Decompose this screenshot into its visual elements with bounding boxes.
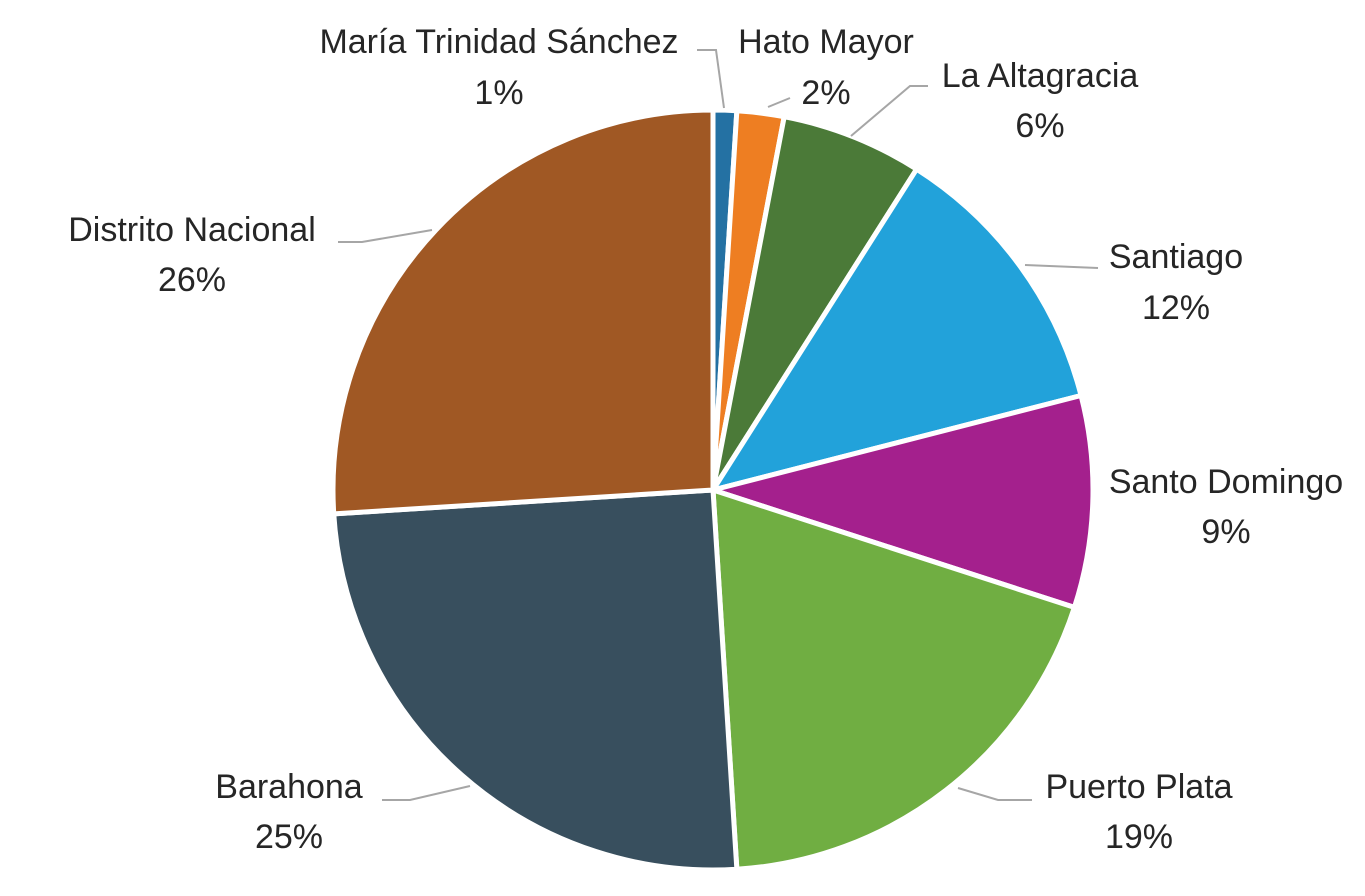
slice-label-percent: 9% [1201,513,1250,551]
slice-label-name: Santo Domingo [1109,463,1343,501]
leader-line [957,787,1032,801]
pie-slice [710,114,920,493]
slice-label-percent: 2% [801,74,850,112]
leader-line [338,229,433,243]
slice-label-percent: 26% [158,261,226,299]
pie-slice [331,487,740,873]
leader-line [697,49,725,109]
pie-slice [330,107,716,517]
slice-label-name: Santiago [1109,238,1243,276]
leader-lines [338,49,1099,801]
slice-label-name: María Trinidad Sánchez [319,23,678,61]
leader-line [767,97,791,108]
slice-label-name: La Altagracia [942,57,1139,95]
leader-line [1024,264,1099,269]
pie-slice [710,393,1096,610]
slice-label-name: Barahona [215,768,363,806]
slice-label-percent: 12% [1142,289,1210,327]
pie-slice [710,166,1084,493]
slice-label-percent: 19% [1105,818,1173,856]
leader-line [850,85,928,137]
slice-label-name: Puerto Plata [1045,768,1232,806]
leader-line [382,785,471,801]
pie-slices [330,107,1096,873]
slice-label-percent: 1% [474,74,523,112]
slice-label-percent: 25% [255,818,323,856]
slice-label-percent: 6% [1015,107,1064,145]
slice-label-name: Hato Mayor [738,23,914,61]
pie-slice [710,487,1077,872]
slice-label-name: Distrito Nacional [68,211,316,249]
